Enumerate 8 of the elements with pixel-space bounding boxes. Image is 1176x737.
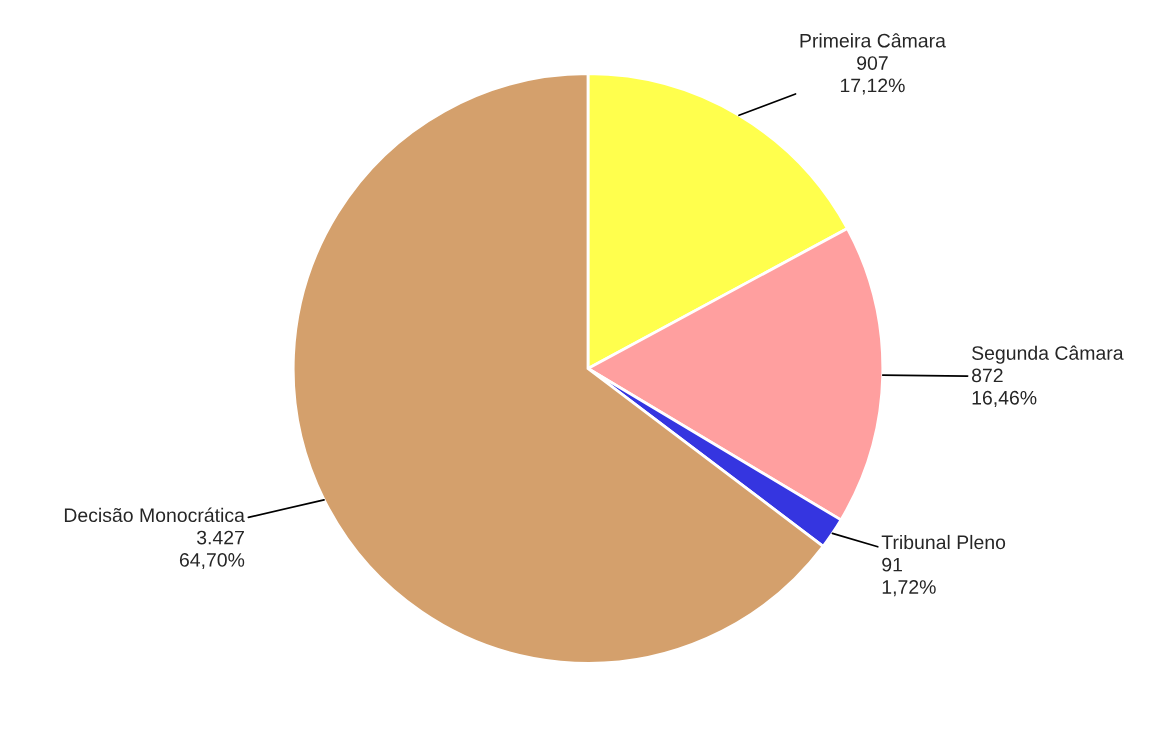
slice-label: Decisão Monocrática xyxy=(64,507,245,523)
data-label: 91 1,72% xyxy=(882,557,936,597)
slice-label: Tribunal Pleno xyxy=(881,534,1006,550)
slice-label: Primeira Câmara xyxy=(800,33,946,48)
slice-label: Segunda Câmara xyxy=(972,345,1124,364)
data-label: 872 16,46% xyxy=(971,368,1037,407)
data-label: 3.427 64,70% xyxy=(179,530,245,570)
data-label: 907 17,12% xyxy=(840,56,905,95)
